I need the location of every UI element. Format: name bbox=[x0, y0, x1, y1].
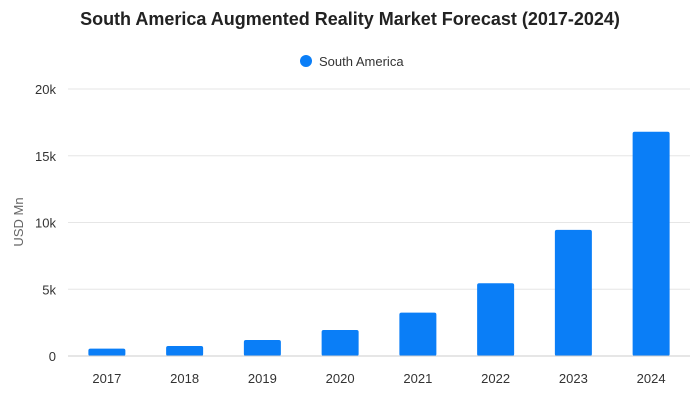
legend-label: South America bbox=[319, 54, 404, 69]
x-tick-label: 2017 bbox=[92, 371, 121, 386]
y-tick-label: 10k bbox=[35, 216, 56, 231]
x-tick-label: 2018 bbox=[170, 371, 199, 386]
x-tick-label: 2022 bbox=[481, 371, 510, 386]
y-tick-label: 20k bbox=[35, 82, 56, 97]
x-tick-label: 2024 bbox=[637, 371, 666, 386]
bar-2020[interactable] bbox=[321, 329, 359, 356]
bar-2021[interactable] bbox=[399, 312, 437, 356]
legend[interactable]: South America bbox=[300, 54, 404, 69]
x-tick-label: 2021 bbox=[403, 371, 432, 386]
bar-2023[interactable] bbox=[554, 229, 592, 356]
bar-2018[interactable] bbox=[166, 345, 204, 356]
bar-2017[interactable] bbox=[88, 348, 126, 356]
y-tick-label: 5k bbox=[42, 282, 56, 297]
legend-marker bbox=[300, 55, 312, 67]
y-tick-label: 15k bbox=[35, 149, 56, 164]
chart-title: South America Augmented Reality Market F… bbox=[80, 9, 620, 29]
x-tick-label: 2019 bbox=[248, 371, 277, 386]
x-axis-ticks: 2017 2018 2019 2020 2021 2022 2023 2024 bbox=[92, 371, 665, 386]
y-tick-label: 0 bbox=[49, 349, 56, 364]
gridlines bbox=[68, 88, 690, 290]
bar-2022[interactable] bbox=[477, 283, 515, 356]
bar-2019[interactable] bbox=[243, 339, 281, 356]
bars bbox=[88, 131, 670, 356]
x-tick-label: 2023 bbox=[559, 371, 588, 386]
y-axis-ticks: 0 5k 10k 15k 20k bbox=[35, 82, 56, 364]
y-axis-label: USD Mn bbox=[11, 197, 26, 246]
x-tick-label: 2020 bbox=[326, 371, 355, 386]
bar-2024[interactable] bbox=[632, 131, 670, 356]
